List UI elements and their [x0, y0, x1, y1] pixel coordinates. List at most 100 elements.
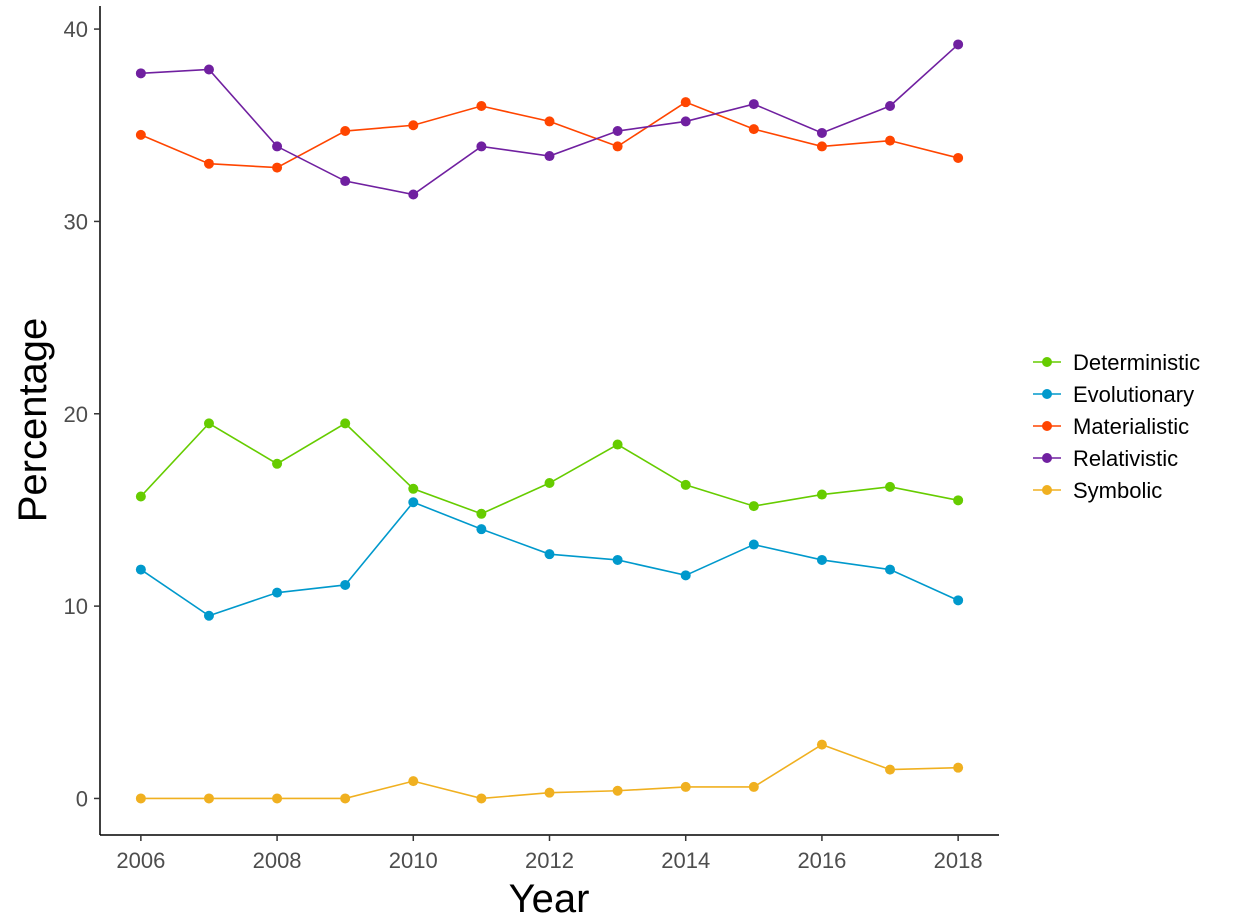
legend-label: Relativistic [1073, 446, 1178, 471]
data-point-evolutionary [135, 564, 146, 575]
axes-layer [99, 6, 999, 836]
y-tick-label: 20 [64, 402, 88, 427]
data-point-symbolic [203, 793, 214, 804]
data-point-materialistic [272, 162, 283, 173]
data-point-materialistic [680, 97, 691, 108]
data-point-relativistic [203, 64, 214, 75]
data-point-evolutionary [953, 595, 964, 606]
data-point-deterministic [748, 501, 759, 512]
x-tick-label: 2008 [253, 848, 302, 873]
data-point-relativistic [612, 126, 623, 137]
data-point-deterministic [953, 495, 964, 506]
legend-key-point [1042, 421, 1052, 431]
data-point-materialistic [544, 116, 555, 127]
data-point-deterministic [680, 479, 691, 490]
data-point-relativistic [408, 189, 419, 200]
data-point-materialistic [953, 152, 964, 163]
data-point-symbolic [748, 781, 759, 792]
legend-item-relativistic: Relativistic [1033, 446, 1178, 471]
data-point-relativistic [544, 151, 555, 162]
series-relativistic [135, 39, 964, 200]
data-point-evolutionary [476, 524, 487, 535]
data-point-evolutionary [544, 549, 555, 560]
data-point-materialistic [476, 101, 487, 112]
legend-key-point [1042, 453, 1052, 463]
series-materialistic [135, 97, 964, 173]
data-point-evolutionary [885, 564, 896, 575]
data-point-deterministic [408, 483, 419, 494]
legend-item-deterministic: Deterministic [1033, 350, 1200, 375]
data-point-deterministic [885, 481, 896, 492]
x-tick-label: 2010 [389, 848, 438, 873]
data-point-relativistic [885, 101, 896, 112]
legend-item-materialistic: Materialistic [1033, 414, 1189, 439]
x-tick-label: 2014 [661, 848, 710, 873]
legend-key-point [1042, 357, 1052, 367]
data-point-symbolic [953, 762, 964, 773]
data-point-evolutionary [340, 579, 351, 590]
data-point-symbolic [340, 793, 351, 804]
data-point-deterministic [135, 491, 146, 502]
data-point-evolutionary [612, 554, 623, 565]
data-point-relativistic [816, 127, 827, 138]
data-point-materialistic [885, 135, 896, 146]
series-deterministic [135, 418, 964, 519]
data-point-symbolic [816, 739, 827, 750]
y-axis-title: Percentage [11, 318, 55, 523]
data-point-materialistic [340, 126, 351, 137]
data-point-evolutionary [816, 554, 827, 565]
data-point-relativistic [135, 68, 146, 79]
data-point-symbolic [272, 793, 283, 804]
data-point-evolutionary [680, 570, 691, 581]
series-layer [135, 39, 964, 804]
data-point-symbolic [544, 787, 555, 798]
data-point-relativistic [476, 141, 487, 152]
x-axis-title: Year [509, 877, 590, 917]
data-point-relativistic [680, 116, 691, 127]
ticks-layer: 2006 2008 2010 2012 2014 2016 2018 0 10 20 30 40 [64, 17, 983, 873]
y-tick-label: 40 [64, 17, 88, 42]
data-point-symbolic [476, 793, 487, 804]
legend-item-evolutionary: Evolutionary [1033, 382, 1194, 407]
data-point-evolutionary [748, 539, 759, 550]
data-point-symbolic [885, 764, 896, 775]
data-point-symbolic [612, 785, 623, 796]
data-point-relativistic [748, 99, 759, 110]
x-tick-label: 2012 [525, 848, 574, 873]
x-tick-label: 2016 [797, 848, 846, 873]
data-point-symbolic [680, 781, 691, 792]
data-point-evolutionary [272, 587, 283, 598]
legend-label: Symbolic [1073, 478, 1162, 503]
legend-label: Evolutionary [1073, 382, 1194, 407]
y-tick-label: 10 [64, 594, 88, 619]
data-point-symbolic [408, 776, 419, 787]
x-tick-label: 2006 [116, 848, 165, 873]
data-point-deterministic [272, 458, 283, 469]
legend-item-symbolic: Symbolic [1033, 478, 1162, 503]
x-tick-label: 2018 [934, 848, 983, 873]
data-point-evolutionary [203, 610, 214, 621]
data-point-materialistic [203, 158, 214, 169]
data-point-deterministic [816, 489, 827, 500]
legend-key-point [1042, 389, 1052, 399]
data-point-relativistic [340, 176, 351, 187]
legend-key-point [1042, 485, 1052, 495]
data-point-relativistic [272, 141, 283, 152]
data-point-deterministic [544, 478, 555, 489]
data-point-deterministic [340, 418, 351, 429]
data-point-materialistic [612, 141, 623, 152]
data-point-symbolic [135, 793, 146, 804]
data-point-materialistic [748, 124, 759, 135]
legend: Deterministic Evolutionary Materialistic Re… [1033, 350, 1200, 503]
series-evolutionary [135, 497, 964, 621]
data-point-relativistic [953, 39, 964, 50]
data-point-materialistic [816, 141, 827, 152]
series-symbolic [135, 739, 964, 804]
legend-label: Materialistic [1073, 414, 1189, 439]
data-point-deterministic [203, 418, 214, 429]
y-tick-label: 0 [76, 786, 88, 811]
data-point-materialistic [408, 120, 419, 131]
data-point-deterministic [476, 508, 487, 519]
series-line-deterministic [140, 422, 959, 515]
